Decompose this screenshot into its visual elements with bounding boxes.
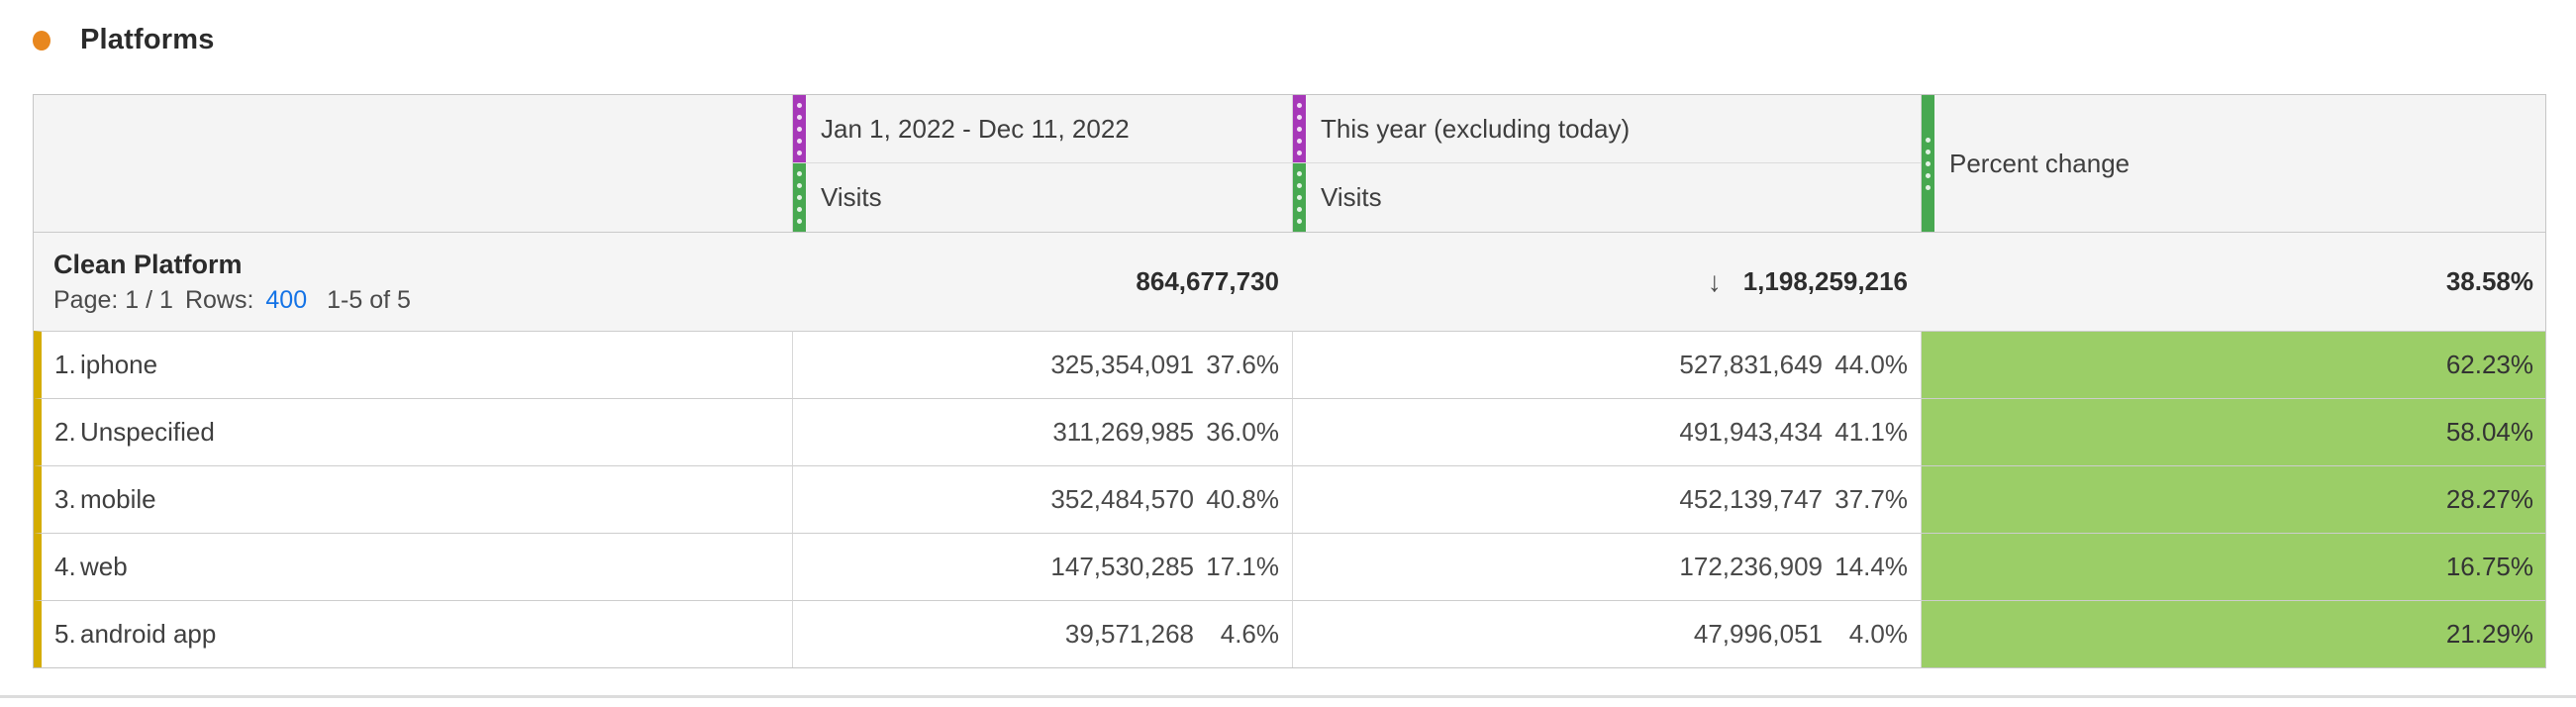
dimension-item-name: android app — [80, 619, 217, 649]
rows-label: Rows: — [184, 285, 254, 314]
visits-share: 36.0% — [1206, 417, 1279, 447]
percent-change-value: 21.29% — [2445, 619, 2533, 649]
total-value: 38.58% — [2445, 266, 2533, 296]
visits-value-cell[interactable]: 39,571,268 4.6% — [792, 600, 1292, 667]
row-rank: 5. — [54, 619, 76, 649]
summary-total-visits-2[interactable]: ↓ 1,198,259,216 — [1292, 232, 1921, 331]
percent-change-cell[interactable]: 16.75% — [1921, 533, 2545, 600]
dimension-item-cell[interactable]: 4. web — [34, 533, 792, 600]
percent-change-value: 58.04% — [2445, 417, 2533, 447]
visits-share: 41.1% — [1834, 417, 1908, 447]
metric-drag-handle-icon[interactable] — [1293, 163, 1306, 232]
header-empty-cell — [34, 95, 792, 232]
visits-value: 452,139,747 — [1679, 484, 1823, 514]
page-indicator: Page: 1 / 1 — [53, 285, 173, 314]
dimension-item-cell[interactable]: 1. iphone — [34, 331, 792, 398]
visits-value: 39,571,268 — [1064, 619, 1194, 649]
dimension-item-cell[interactable]: 5. android app — [34, 600, 792, 667]
percent-change-value: 62.23% — [2445, 350, 2533, 379]
visits-share: 17.1% — [1206, 552, 1279, 581]
visits-share: 4.0% — [1848, 619, 1908, 649]
total-value: 864,677,730 — [1136, 266, 1279, 296]
row-range-indicator: 1-5 of 5 — [327, 285, 411, 314]
percent-change-cell[interactable]: 62.23% — [1921, 331, 2545, 398]
dimension-item-cell[interactable]: 3. mobile — [34, 465, 792, 533]
visits-share: 4.6% — [1220, 619, 1279, 649]
visits-value: 172,236,909 — [1679, 552, 1823, 581]
dimension-item-name: mobile — [80, 484, 156, 514]
panel-title: Platforms — [80, 24, 215, 55]
column-header-date-range-1[interactable]: Jan 1, 2022 - Dec 11, 2022 — [792, 95, 1292, 163]
visits-label: Visits — [1321, 182, 1382, 212]
date-range-label: This year (excluding today) — [1321, 113, 1631, 144]
freeform-table: Jan 1, 2022 - Dec 11, 2022 This year (ex… — [33, 94, 2546, 668]
column-header-date-range-2[interactable]: This year (excluding today) — [1292, 95, 1921, 163]
metric-drag-handle-icon[interactable] — [1922, 95, 1934, 232]
summary-total-visits-1[interactable]: 864,677,730 — [792, 232, 1292, 331]
summary-dimension-cell: Clean Platform Page: 1 / 1 Rows: 400 1-5… — [34, 232, 792, 331]
panel-header: Platforms — [0, 0, 2576, 94]
percent-change-value: 16.75% — [2445, 552, 2533, 581]
visits-value: 352,484,570 — [1050, 484, 1194, 514]
visits-share: 37.7% — [1834, 484, 1908, 514]
pagination: Page: 1 / 1 Rows: 400 1-5 of 5 — [53, 286, 411, 315]
percent-change-cell[interactable]: 58.04% — [1921, 398, 2545, 465]
percent-change-label: Percent change — [1949, 148, 2130, 178]
visits-share: 37.6% — [1206, 350, 1279, 379]
percent-change-cell[interactable]: 21.29% — [1921, 600, 2545, 667]
panel-bullet-icon — [33, 30, 50, 50]
visits-value: 147,530,285 — [1050, 552, 1194, 581]
visits-value-cell[interactable]: 47,996,051 4.0% — [1292, 600, 1921, 667]
visits-value-cell[interactable]: 352,484,570 40.8% — [792, 465, 1292, 533]
date-range-drag-handle-icon[interactable] — [1293, 95, 1306, 162]
visits-share: 44.0% — [1834, 350, 1908, 379]
visits-value: 527,831,649 — [1679, 350, 1823, 379]
dimension-item-name: web — [80, 552, 128, 581]
total-value: 1,198,259,216 — [1742, 266, 1908, 296]
summary-total-percent-change[interactable]: 38.58% — [1921, 232, 2545, 331]
row-rank: 1. — [54, 350, 76, 379]
column-header-visits-1[interactable]: Visits — [792, 163, 1292, 232]
row-rank: 4. — [54, 552, 76, 581]
row-rank: 3. — [54, 484, 76, 514]
visits-value-cell[interactable]: 527,831,649 44.0% — [1292, 331, 1921, 398]
visits-value-cell[interactable]: 452,139,747 37.7% — [1292, 465, 1921, 533]
rows-count-link[interactable]: 400 — [265, 285, 308, 314]
sort-descending-icon[interactable]: ↓ — [1707, 265, 1722, 297]
visits-value-cell[interactable]: 172,236,909 14.4% — [1292, 533, 1921, 600]
dimension-name: Clean Platform — [53, 249, 243, 279]
column-header-percent-change[interactable]: Percent change — [1921, 95, 2545, 232]
visits-label: Visits — [821, 182, 882, 212]
visits-value: 47,996,051 — [1693, 619, 1823, 649]
percent-change-cell[interactable]: 28.27% — [1921, 465, 2545, 533]
date-range-drag-handle-icon[interactable] — [793, 95, 806, 162]
visits-share: 40.8% — [1206, 484, 1279, 514]
visits-share: 14.4% — [1834, 552, 1908, 581]
dimension-item-name: iphone — [80, 350, 158, 379]
visits-value: 325,354,091 — [1050, 350, 1194, 379]
visits-value: 491,943,434 — [1679, 417, 1823, 447]
percent-change-value: 28.27% — [2445, 484, 2533, 514]
section-divider — [0, 695, 2576, 698]
dimension-item-name: Unspecified — [80, 417, 215, 447]
visits-value-cell[interactable]: 147,530,285 17.1% — [792, 533, 1292, 600]
visits-value-cell[interactable]: 325,354,091 37.6% — [792, 331, 1292, 398]
metric-drag-handle-icon[interactable] — [793, 163, 806, 232]
dimension-item-cell[interactable]: 2. Unspecified — [34, 398, 792, 465]
date-range-label: Jan 1, 2022 - Dec 11, 2022 — [821, 113, 1130, 144]
visits-value: 311,269,985 — [1052, 417, 1194, 447]
visits-value-cell[interactable]: 491,943,434 41.1% — [1292, 398, 1921, 465]
row-rank: 2. — [54, 417, 76, 447]
column-header-visits-2[interactable]: Visits — [1292, 163, 1921, 232]
visits-value-cell[interactable]: 311,269,985 36.0% — [792, 398, 1292, 465]
